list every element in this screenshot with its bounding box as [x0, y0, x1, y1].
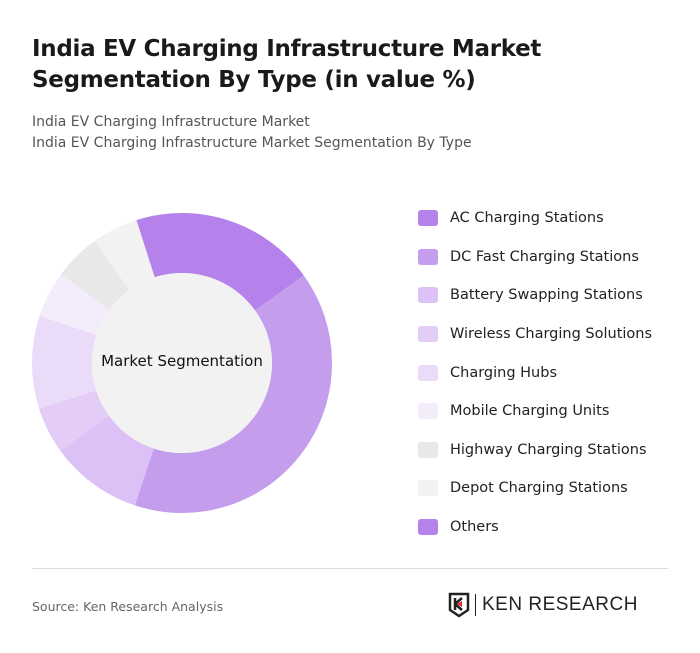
legend-item: AC Charging Stations — [418, 199, 652, 238]
donut-slice-wireless-charging-solutions — [39, 390, 109, 451]
legend-label: Battery Swapping Stations — [450, 287, 643, 304]
legend-swatch — [418, 210, 438, 227]
divider — [32, 568, 668, 569]
center-label: Market Segmentation — [101, 352, 263, 370]
legend-swatch — [418, 248, 438, 265]
legend-item: Others — [418, 508, 652, 547]
legend-label: Others — [450, 519, 499, 536]
donut-slice-highway-charging-stations — [61, 241, 130, 310]
donut-slice-mobile-charging-units — [39, 274, 110, 335]
ken-logo-icon — [448, 592, 470, 618]
donut-slice-charging-hubs — [31, 315, 97, 409]
legend-swatch — [418, 326, 438, 343]
donut-chart — [31, 213, 332, 513]
legend-swatch — [418, 519, 438, 536]
donut-center — [92, 273, 272, 453]
legend-label: Charging Hubs — [450, 364, 557, 381]
legend-item: Charging Hubs — [418, 353, 652, 392]
donut-slice-ac-charging-stations — [136, 213, 304, 311]
legend-swatch — [418, 287, 438, 304]
legend-item: Highway Charging Stations — [418, 431, 652, 470]
subtitle-segmentation: India EV Charging Infrastructure Market … — [32, 135, 472, 151]
legend-item: Mobile Charging Units — [418, 392, 652, 431]
legend-label: AC Charging Stations — [450, 210, 604, 227]
legend-label: Wireless Charging Solutions — [450, 326, 653, 343]
legend-swatch — [418, 403, 438, 420]
legend-swatch — [418, 480, 438, 497]
legend-swatch — [418, 364, 438, 381]
legend-label: DC Fast Charging Stations — [450, 248, 639, 265]
legend-label: Depot Charging Stations — [450, 480, 628, 497]
logo-text: KEN RESEARCH — [482, 594, 638, 615]
donut-slice-dc-fast-charging-stations — [134, 275, 332, 513]
legend-item: Depot Charging Stations — [418, 469, 652, 508]
donut-slice-depot-charging-stations — [94, 220, 155, 290]
legend-item: Battery Swapping Stations — [418, 276, 652, 315]
legend-item: Wireless Charging Solutions — [418, 315, 652, 354]
source-note: Source: Ken Research Analysis — [32, 599, 224, 614]
donut-slice-battery-swapping-stations — [60, 415, 154, 506]
legend: AC Charging Stations DC Fast Charging Sta… — [418, 199, 652, 546]
legend-swatch — [418, 441, 438, 458]
ken-research-logo: KEN RESEARCH — [448, 592, 638, 618]
page-title: India EV Charging Infrastructure Market … — [32, 36, 542, 93]
legend-label: Highway Charging Stations — [450, 441, 647, 458]
subtitle-market: India EV Charging Infrastructure Market — [32, 114, 310, 130]
legend-label: Mobile Charging Units — [450, 403, 610, 420]
legend-item: DC Fast Charging Stations — [418, 238, 652, 277]
